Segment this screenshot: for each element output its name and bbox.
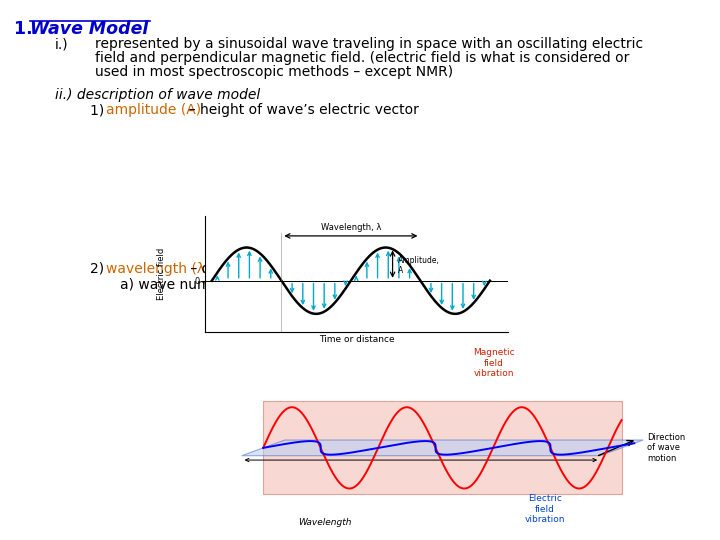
Text: wavelength (λ): wavelength (λ)	[106, 262, 210, 276]
Polygon shape	[264, 401, 621, 494]
Text: – height of wave’s electric vector: – height of wave’s electric vector	[180, 103, 419, 117]
Text: Amplitude,
A: Amplitude, A	[398, 256, 440, 275]
Text: 2): 2)	[90, 262, 109, 276]
Y-axis label: Electric field: Electric field	[157, 248, 166, 300]
Text: Wavelength, λ: Wavelength, λ	[320, 222, 381, 232]
Text: represented by a sinusoidal wave traveling in space with an oscillating electric: represented by a sinusoidal wave traveli…	[95, 37, 643, 51]
Text: Direction
of wave
motion: Direction of wave motion	[647, 433, 685, 463]
Text: field and perpendicular magnetic field. (electric field is what is considered or: field and perpendicular magnetic field. …	[95, 51, 629, 65]
Text: 1.: 1.	[14, 20, 39, 38]
Text: Magnetic
field
vibration: Magnetic field vibration	[473, 348, 514, 378]
Text: Electric
field
vibration: Electric field vibration	[525, 494, 565, 524]
Text: 1): 1)	[90, 103, 109, 117]
X-axis label: Time or distance: Time or distance	[318, 335, 395, 344]
Polygon shape	[242, 440, 643, 456]
Text: used in most spectroscopic methods – except NMR): used in most spectroscopic methods – exc…	[95, 65, 453, 79]
Text: Wave Model: Wave Model	[30, 20, 148, 38]
Text: a) wave number (ν̅) = 1/λ (cm⁻¹): a) wave number (ν̅) = 1/λ (cm⁻¹)	[120, 277, 348, 291]
Text: – distance (nm, cm, m) from peak to peak: – distance (nm, cm, m) from peak to peak	[186, 262, 482, 276]
Text: Wavelength: Wavelength	[298, 517, 351, 526]
Text: amplitude (A): amplitude (A)	[106, 103, 201, 117]
Text: i.): i.)	[55, 37, 68, 51]
Text: ii.) description of wave model: ii.) description of wave model	[55, 88, 260, 102]
